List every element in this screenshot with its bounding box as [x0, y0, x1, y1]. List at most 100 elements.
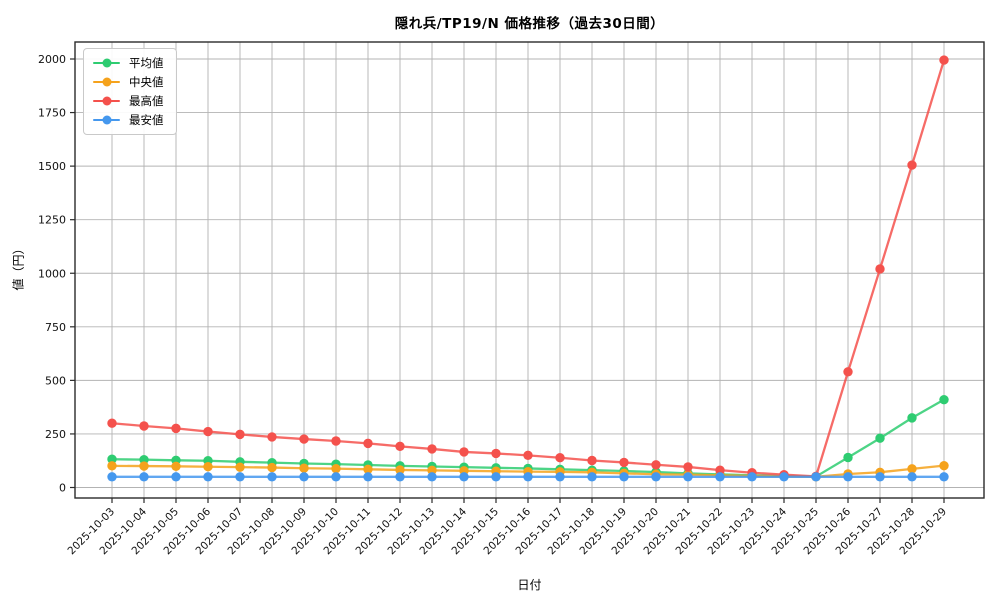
average-marker [843, 452, 853, 463]
min-marker [875, 472, 885, 482]
average-marker [907, 413, 917, 423]
y-tick-label: 1000 [38, 267, 66, 280]
min-marker [587, 472, 597, 482]
max-marker [619, 457, 629, 468]
legend-item-max: 最高値 [93, 94, 164, 108]
min-marker [491, 472, 501, 482]
min-marker [139, 472, 149, 482]
max-marker [459, 447, 469, 457]
min-marker [651, 472, 661, 482]
median-marker [107, 461, 117, 471]
plot-frame [74, 41, 985, 499]
max-marker-icon [102, 96, 111, 106]
min-marker [619, 472, 629, 482]
min-marker [427, 472, 437, 482]
min-series-swatch [93, 115, 120, 125]
y-tick-label: 1500 [38, 160, 66, 173]
median-series-swatch [93, 77, 120, 87]
y-tick-label: 1250 [38, 214, 66, 227]
max-marker [363, 438, 373, 449]
median-marker-icon [102, 77, 111, 87]
legend: 平均値 中央値 最高値 最安値 [83, 48, 177, 135]
min-marker [267, 472, 277, 482]
legend-label-max: 最高値 [129, 94, 164, 108]
y-tick-label: 500 [45, 374, 66, 387]
chart-title: 隠れ兵/TP19/N 価格推移（過去30日間） [394, 16, 665, 32]
max-marker [523, 450, 533, 461]
max-marker [203, 426, 213, 437]
min-series [107, 472, 949, 482]
legend-item-median: 中央値 [93, 75, 164, 89]
max-marker [171, 423, 181, 434]
min-marker [683, 472, 693, 482]
max-marker [235, 429, 245, 440]
legend-item-average: 平均値 [93, 56, 164, 70]
average-marker [139, 454, 149, 465]
max-marker [683, 462, 693, 472]
min-marker [331, 472, 341, 482]
average-marker [107, 454, 117, 464]
min-marker [843, 472, 853, 482]
min-marker [715, 472, 725, 482]
y-tick-label: 250 [45, 428, 66, 441]
max-marker [491, 448, 501, 459]
average-marker [875, 433, 885, 443]
max-marker [555, 453, 565, 463]
median-marker [203, 462, 213, 472]
legend-item-min: 最安値 [93, 113, 164, 127]
legend-label-median: 中央値 [129, 75, 164, 89]
legend-label-min: 最安値 [129, 113, 164, 127]
max-marker [843, 367, 853, 377]
min-marker [459, 472, 469, 482]
min-marker [939, 472, 949, 482]
median-marker [363, 464, 373, 474]
median-marker [939, 460, 949, 471]
min-marker [395, 472, 405, 482]
min-marker [363, 472, 373, 482]
min-marker [299, 472, 309, 482]
median-marker [235, 462, 245, 472]
y-tick-label: 1750 [38, 107, 66, 120]
median-marker [427, 465, 437, 476]
x-axis-label: 日付 [517, 578, 542, 592]
y-tick-label: 0 [59, 482, 66, 495]
median-marker [331, 463, 341, 474]
min-marker [107, 472, 117, 482]
min-marker [811, 472, 821, 482]
median-marker [395, 465, 405, 475]
max-marker [427, 444, 437, 454]
average-series-swatch [93, 58, 120, 68]
min-marker [235, 472, 245, 482]
min-marker [907, 472, 917, 482]
min-marker [523, 472, 533, 482]
min-marker [171, 472, 181, 482]
legend-label-average: 平均値 [129, 56, 164, 70]
median-marker [907, 464, 917, 474]
max-marker [107, 418, 117, 428]
min-marker [779, 472, 789, 482]
max-marker [907, 160, 917, 170]
y-tick-label: 2000 [38, 53, 66, 66]
max-marker [715, 465, 725, 475]
max-marker [299, 434, 309, 444]
average-marker-icon [102, 58, 111, 68]
y-tick-label: 750 [45, 321, 66, 334]
max-marker [651, 460, 661, 470]
median-marker [139, 461, 149, 471]
median-marker [171, 461, 181, 471]
min-marker [747, 472, 757, 482]
min-marker [203, 472, 213, 482]
min-marker [555, 472, 565, 482]
median-marker [299, 463, 309, 473]
max-marker [267, 432, 277, 442]
min-marker-icon [102, 115, 111, 125]
max-marker [331, 436, 341, 446]
average-marker [939, 394, 949, 405]
max-marker [395, 441, 405, 452]
max-marker [587, 455, 597, 466]
max-marker [939, 55, 949, 65]
max-series-swatch [93, 96, 120, 106]
median-marker [267, 462, 277, 473]
